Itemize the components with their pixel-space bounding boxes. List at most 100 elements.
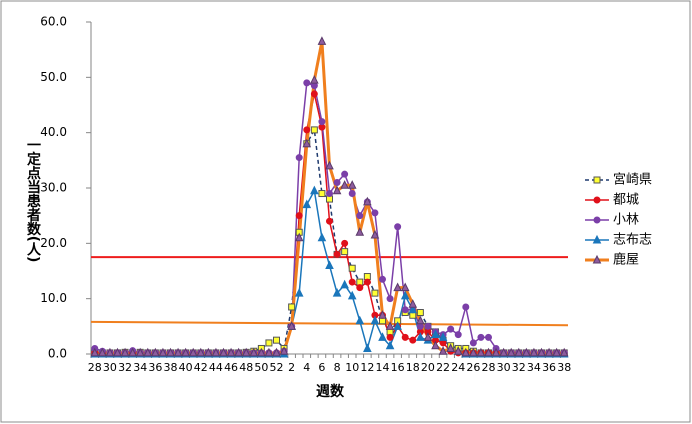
x-tick-label: 30 [103,361,117,374]
marker [151,347,160,357]
marker [356,284,364,292]
x-tick-label: 36 [148,361,162,374]
x-tick-label: 12 [360,361,374,374]
marker [317,36,327,45]
marker [453,346,463,355]
marker [310,126,318,134]
marker [273,336,280,344]
marker [135,347,145,357]
x-tick-label: 48 [239,361,253,374]
marker [302,138,312,148]
marker [113,347,122,357]
x-tick-label: 22 [436,361,450,374]
marker [219,347,228,357]
marker [303,126,311,134]
legend-label: 志布志 [613,233,652,248]
legend-marker [593,176,601,184]
x-tick-label: 8 [334,361,341,374]
marker [408,304,418,314]
marker [348,190,356,198]
x-tick-label: 2 [288,361,295,374]
marker [462,303,470,311]
marker [400,282,410,292]
marker [385,340,395,350]
marker [241,347,251,357]
marker [408,299,418,308]
y-tick-label: 50.0 [40,70,67,84]
marker [393,282,402,292]
marker [355,227,365,236]
marker [401,333,409,341]
marker [454,331,462,339]
marker [347,290,357,300]
marker [173,347,183,357]
marker [355,315,365,325]
marker [226,347,236,357]
x-tick-label: 38 [164,361,178,374]
marker [294,288,304,297]
x-tick-label: 44 [209,361,223,374]
marker [348,264,356,272]
legend-label: 宮崎県 [613,172,652,188]
x-tick-label: 26 [466,361,480,374]
marker [416,309,424,316]
marker [476,347,486,357]
marker [385,321,395,330]
marker [522,347,531,357]
marker [469,339,477,347]
marker [477,333,485,341]
y-tick-label: 60.0 [40,15,67,29]
x-tick-label: 34 [527,361,541,374]
legend-label: 都城 [613,193,639,208]
marker [386,295,394,303]
x-tick-label: 50 [254,361,268,374]
marker [378,310,387,319]
x-tick-label: 10 [345,361,359,374]
marker [386,333,394,341]
marker [438,332,448,341]
marker [120,347,130,357]
x-tick-label: 34 [133,361,147,374]
y-tick-label: 40.0 [40,125,67,139]
marker [288,303,296,311]
legend-label: 鹿屋 [613,252,639,268]
marker [347,180,357,189]
marker [409,336,417,344]
y-tick-label: 0.0 [48,347,67,361]
marker [279,346,289,355]
marker [363,278,371,286]
marker [295,212,303,220]
x-tick-label: 14 [376,361,390,374]
marker [90,347,100,357]
marker [529,347,539,357]
marker [128,347,137,357]
marker [105,347,115,357]
marker [318,190,326,198]
x-tick-label: 52 [270,361,284,374]
x-tick-label: 28 [482,361,496,374]
x-tick-label: 16 [391,361,405,374]
marker [424,322,432,330]
marker [469,347,478,357]
marker [393,321,402,330]
marker [234,347,243,357]
x-tick-label: 20 [421,361,435,374]
x-tick-label: 30 [497,361,511,374]
marker [371,209,379,217]
marker [552,347,561,357]
x-tick-label: 40 [179,361,193,374]
legend-marker [593,216,601,224]
x-tick-label: 38 [557,361,571,374]
legend-marker [592,254,602,264]
x-tick-label: 46 [224,361,238,374]
x-tick-label: 18 [406,361,420,374]
marker [264,347,274,357]
marker [249,347,259,357]
marker [326,190,333,198]
reference-line [90,320,569,327]
marker [370,315,380,325]
marker [318,118,326,126]
y-tick-label: 30.0 [40,181,67,195]
marker [348,278,356,286]
